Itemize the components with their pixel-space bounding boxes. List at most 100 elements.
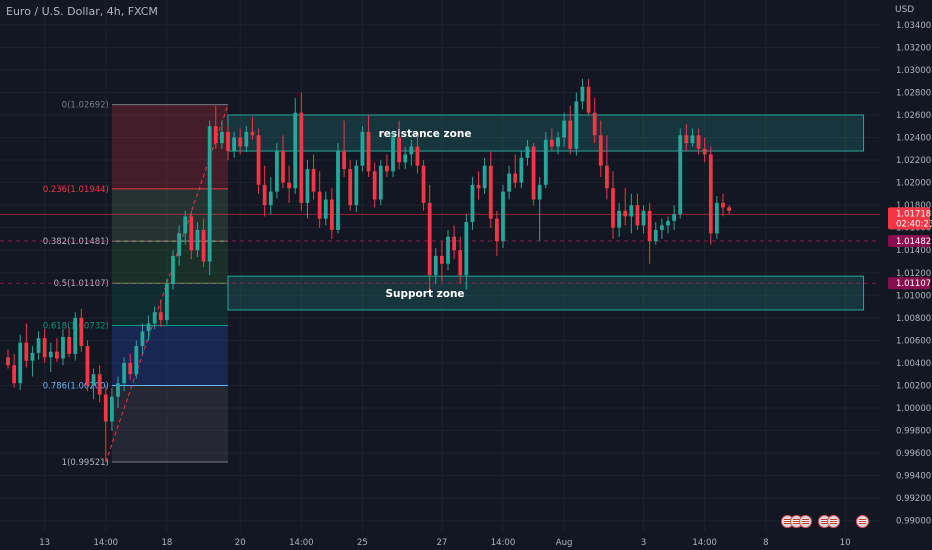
candle-body: [97, 374, 102, 395]
candle-body: [30, 352, 35, 361]
candle-body: [537, 184, 542, 200]
candle-body: [274, 151, 279, 192]
grid-lines: [0, 0, 907, 532]
candle-body: [85, 346, 90, 386]
time-tick-label: 14:00: [94, 538, 119, 548]
candle-body: [109, 396, 114, 422]
candle-body: [721, 202, 725, 208]
price-marker: [888, 207, 930, 230]
flag-icon[interactable]: [856, 515, 869, 528]
fib-band: [111, 385, 228, 463]
candle-body: [568, 120, 573, 149]
candle-body: [183, 216, 188, 234]
candle-body: [48, 351, 53, 358]
candle-body: [268, 191, 273, 206]
candle-body: [427, 202, 432, 276]
candle-body: [592, 112, 597, 136]
flag-icon[interactable]: [799, 515, 812, 528]
candle-body: [666, 220, 670, 226]
candle-body: [702, 148, 707, 155]
candle-body: [250, 131, 255, 136]
candle-body: [317, 191, 322, 219]
candle-body: [617, 210, 622, 228]
candle-body: [226, 131, 230, 152]
candle-body: [452, 236, 457, 251]
flag-icon[interactable]: [827, 515, 840, 528]
candle-body: [195, 229, 200, 251]
candle-body: [433, 255, 438, 276]
candle-body: [36, 338, 41, 353]
price-tick-label: 1.02400: [896, 134, 931, 144]
candle-body: [409, 146, 414, 155]
candle-body: [177, 233, 182, 256]
candle-body: [562, 120, 567, 138]
candle-body: [6, 357, 10, 366]
candle-body: [391, 137, 395, 172]
candle-body: [152, 312, 157, 324]
candle-body: [146, 323, 151, 332]
candle-body: [543, 139, 548, 185]
candle-body: [586, 86, 591, 113]
candle-body: [256, 135, 261, 185]
fib-level-label: 0.786(1.00200): [43, 381, 109, 391]
candle-body: [476, 184, 481, 189]
fib-band: [111, 283, 228, 326]
fib-level-label: 0.382(1.01481): [43, 237, 109, 247]
candle-body: [91, 374, 96, 386]
candle-body: [531, 146, 536, 200]
candle-body: [158, 312, 163, 321]
candle-body: [623, 210, 628, 217]
candle-body: [384, 165, 389, 172]
price-marker-value: 1.01718: [896, 209, 931, 219]
fib-level-label: 1(0.99521): [62, 458, 109, 468]
candle-body: [446, 236, 450, 264]
candle-body: [287, 182, 292, 189]
candle-body: [678, 135, 683, 215]
candle-body: [366, 131, 371, 172]
candle-body: [580, 86, 585, 102]
candle-body: [232, 137, 237, 152]
candle-body: [12, 365, 17, 384]
candle-body: [458, 250, 463, 276]
fib-level-label: 0(1.02692): [62, 101, 109, 111]
candle-body: [708, 154, 713, 234]
candle-body: [525, 146, 530, 158]
price-tick-label: 1.03400: [896, 21, 931, 31]
fib-level-label: 0.5(1.01107): [54, 279, 109, 289]
price-axis-bg: [881, 0, 932, 550]
candle-body: [134, 346, 139, 375]
candle-body: [415, 146, 420, 166]
candle-body: [714, 202, 719, 234]
countdown-label: 02:40:23: [896, 219, 932, 229]
candle-body: [549, 139, 554, 147]
candle-body: [488, 165, 493, 219]
candle-body: [54, 351, 59, 359]
price-tick-label: 1.01200: [896, 269, 931, 279]
candle-body: [494, 218, 499, 242]
candle-body: [635, 205, 640, 226]
price-tick-label: 0.99000: [896, 517, 931, 527]
price-marker-value: 1.01107: [896, 279, 931, 289]
price-tick-label: 1.01000: [896, 291, 931, 301]
candle-body: [659, 225, 664, 230]
time-tick-label: Aug: [556, 538, 573, 548]
price-tick-label: 1.00200: [896, 381, 931, 391]
candle-body: [207, 126, 212, 262]
candle-body: [439, 255, 444, 264]
time-tick-label: 18: [161, 538, 172, 548]
fib-level-label: 0.236(1.01944): [43, 185, 109, 195]
price-tick-label: 1.00800: [896, 314, 931, 324]
price-tick-label: 0.99800: [896, 427, 931, 437]
time-tick-label: 13: [39, 538, 50, 548]
candle-body: [641, 210, 646, 226]
price-tick-label: 1.00600: [896, 336, 931, 346]
candle-body: [201, 229, 206, 262]
time-axis[interactable]: 13 14:00 18 20 14:00 25 27 14:00 Aug 3 14:00 8 10: [39, 538, 850, 548]
candle-body: [513, 173, 518, 183]
price-tick-label: 1.02800: [896, 88, 931, 98]
zone-rect[interactable]: [227, 275, 865, 311]
price-axis[interactable]: 0.99000 0.99200 0.99400 0.99600 0.99800 1.000…: [881, 0, 932, 550]
candle-body: [116, 383, 120, 397]
